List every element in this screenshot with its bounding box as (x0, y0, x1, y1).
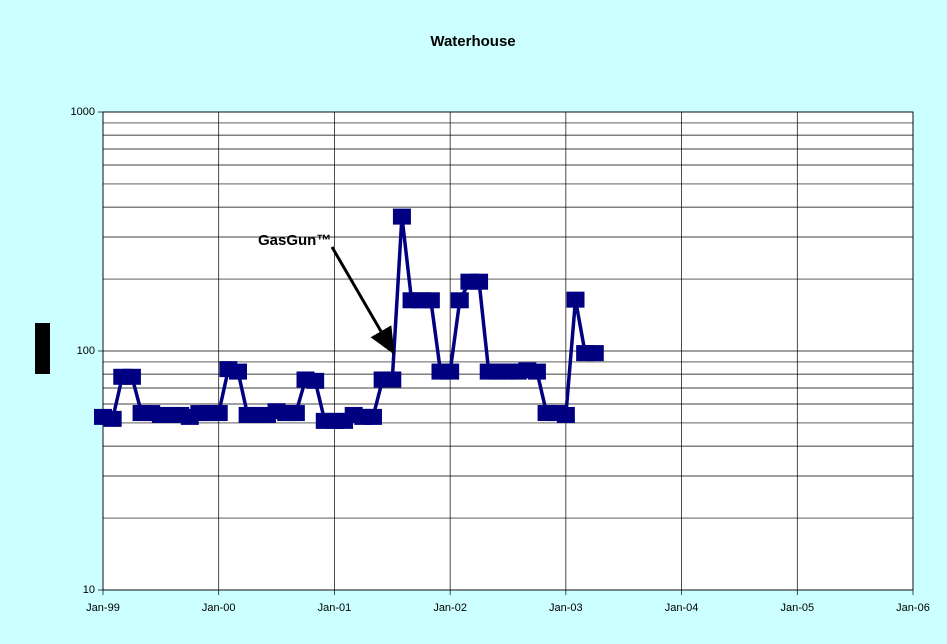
point-marker (566, 291, 585, 308)
y-tick-label: 1000 (71, 106, 95, 118)
x-tick-label: Jan-01 (318, 602, 352, 614)
x-tick-label: Jan-03 (549, 602, 583, 614)
point-marker (383, 371, 402, 388)
point-marker (470, 273, 489, 290)
x-tick-label: Jan-02 (433, 602, 467, 614)
point-marker (441, 363, 460, 380)
point-marker (306, 372, 325, 389)
x-tick-label: Jan-06 (896, 602, 930, 614)
x-tick-label: Jan-04 (665, 602, 699, 614)
x-tick-label: Jan-05 (780, 602, 814, 614)
y-tick-label: 100 (77, 345, 95, 357)
point-marker (556, 406, 575, 423)
chart-title: Waterhouse (430, 33, 515, 50)
annotation-arrow (330, 246, 395, 355)
point-marker (286, 405, 305, 422)
point-marker (392, 208, 411, 225)
marks: 10 100 1000 Jan-99 Jan-00 Jan-01 Jan-02 Jan-03 J… (71, 106, 930, 614)
point-marker (527, 363, 546, 380)
axis-label-box (35, 323, 50, 374)
point-marker (209, 405, 228, 422)
point-marker (122, 368, 141, 385)
point-marker (103, 410, 122, 427)
point-marker (229, 363, 247, 380)
point-marker (421, 292, 440, 309)
point-marker (364, 408, 382, 425)
point-marker (450, 292, 469, 309)
y-tick-label: 10 (83, 584, 95, 596)
annotation: GasGun™ (258, 232, 331, 249)
point-marker (585, 345, 604, 362)
x-tick-label: Jan-00 (202, 602, 236, 614)
x-tick-label: Jan-99 (86, 602, 120, 614)
